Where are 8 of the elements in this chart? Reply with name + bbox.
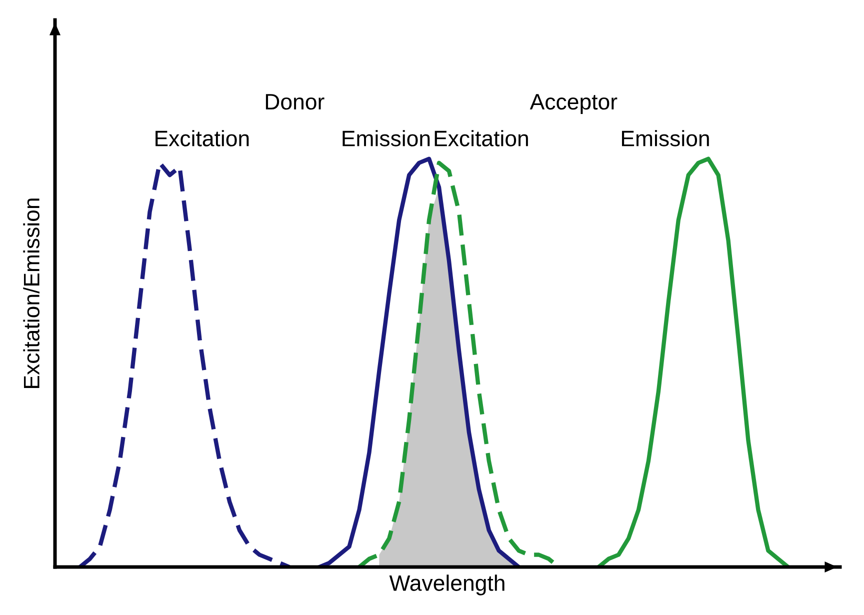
x-axis-title: Wavelength — [389, 574, 504, 596]
series-label: Excitation — [434, 130, 528, 146]
series-label: Excitation — [156, 130, 249, 146]
text: Acceptor — [530, 94, 618, 114]
series-label: Emission — [622, 130, 709, 146]
series-label: Emission — [342, 130, 430, 146]
y-axis-title: Excitation/Emission — [23, 198, 40, 388]
text: Donor — [266, 94, 324, 110]
